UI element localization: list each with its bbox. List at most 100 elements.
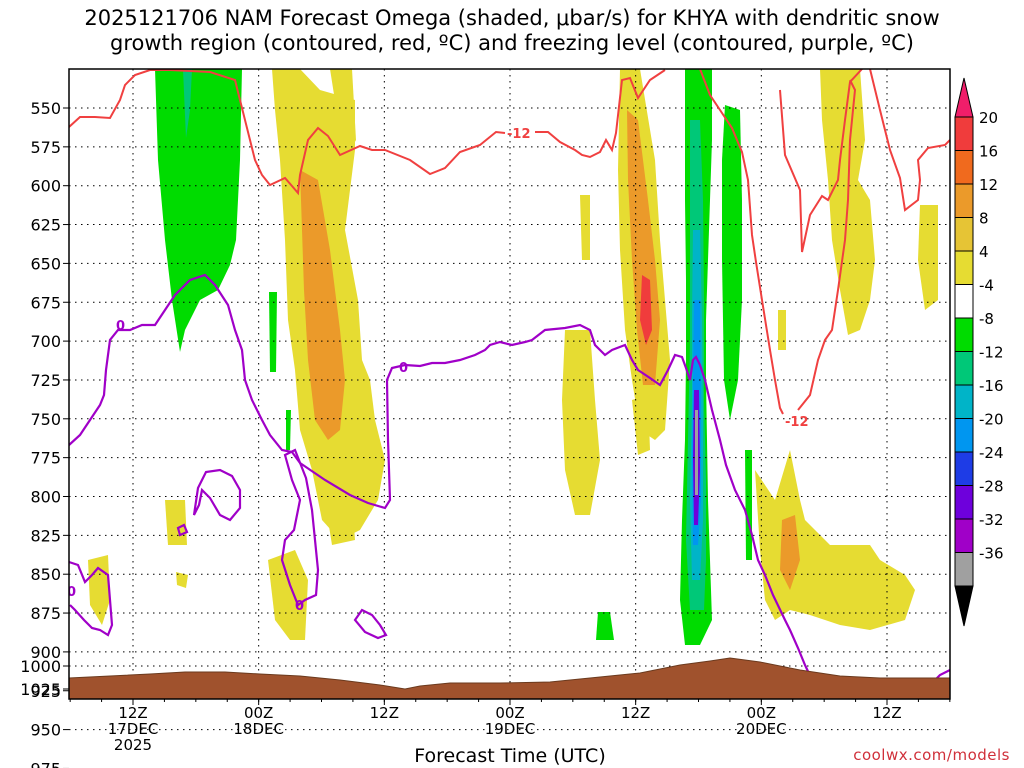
contour-label-minus12-a: -12 [507, 127, 531, 142]
contour-minus12-right4 [869, 69, 950, 212]
contour-minus12-right3 [797, 79, 857, 411]
x-tick-label: 17DEC [108, 720, 159, 738]
colorbar-segment [954, 250, 974, 285]
colorbar-label: 4 [979, 243, 989, 261]
colorbar-segment [954, 150, 974, 185]
x-tick-label: 12Z [118, 704, 147, 722]
omega-region-grey-1 [695, 410, 698, 495]
omega-region-yellow-12 [755, 450, 915, 630]
colorbar-label: -16 [979, 377, 1004, 395]
colorbar-label: -32 [979, 511, 1004, 529]
colorbar-segment [954, 384, 974, 419]
omega-region-green-3 [286, 410, 291, 450]
y-tick-label: 775 [30, 449, 61, 468]
colorbar-segment [954, 183, 974, 218]
colorbar-segment [954, 217, 974, 252]
y-tick-label: 975 [30, 759, 61, 768]
colorbar-segment [954, 518, 974, 553]
contour-label-0-b: 0 [399, 361, 408, 376]
x-tick-label: 19DEC [485, 720, 536, 738]
y-tick-label: 900 [30, 643, 61, 662]
contours: -12 -12 0 0 0 0 [67, 69, 950, 699]
y-tick-label: 800 [30, 488, 61, 507]
y-tick-label: 950 [30, 721, 61, 740]
colorbar-label: 20 [979, 109, 998, 127]
x-tick-label: 12Z [872, 704, 901, 722]
colorbar-segment [954, 351, 974, 386]
contour-minus12-mid [535, 69, 666, 159]
omega-region-green-8 [745, 450, 752, 560]
contour-freezing-left-blob [192, 468, 242, 522]
omega-region-orange-1 [300, 170, 345, 440]
contour-freezing-left-small [176, 523, 189, 537]
omega-region-green-left [155, 69, 242, 352]
y-tick-label: 575 [30, 138, 61, 157]
omega-region-orange-3 [780, 515, 800, 590]
terrain-ground [69, 657, 950, 699]
colorbar-segment [954, 485, 974, 520]
omega-region-yellow-7 [176, 572, 188, 588]
colorbar-top-arrow [954, 77, 974, 118]
colorbar-label: -24 [979, 444, 1004, 462]
x-tick-label: 20DEC [736, 720, 787, 738]
colorbar-segment [954, 116, 974, 151]
x-tick-label: 00Z [747, 704, 776, 722]
contour-minus12-left [69, 69, 506, 196]
colorbar-segment [954, 284, 974, 319]
y-tick-label: 550 [30, 99, 61, 118]
colorbar-label: -8 [979, 310, 994, 328]
credit-text: coolwx.com/models [853, 746, 1010, 764]
contour-label-0-a: 0 [116, 319, 125, 334]
colorbar-label: 8 [979, 210, 989, 228]
x-tick-label: 12Z [621, 704, 650, 722]
colorbar-bottom-arrow [954, 585, 974, 627]
omega-region-yellow-14 [918, 205, 938, 310]
y-tick-label: 750 [30, 410, 61, 429]
omega-region-yellow-4 [320, 470, 355, 545]
colorbar-label: -12 [979, 344, 1004, 362]
chart-title-line1: 2025121706 NAM Forecast Omega (shaded, μ… [84, 6, 940, 30]
omega-shading [88, 69, 938, 645]
contour-label-0-d: 0 [67, 585, 76, 600]
omega-region-yellow-2 [330, 69, 356, 160]
y-tick-label: 700 [30, 332, 61, 351]
omega-region-green-2 [269, 292, 277, 372]
y-axis: 550 575 600 625 650 675 700 725 750 775 800 825 850 8… [20, 99, 69, 768]
colorbar-segment [954, 317, 974, 352]
colorbar-label: 16 [979, 143, 998, 161]
x-axis-title: Forecast Time (UTC) [414, 745, 606, 767]
omega-region-yellow-5 [165, 500, 187, 545]
colorbar: 20 16 12 8 4 -4 -8 -12 -16 -20 -24 -28 -32 -36 [954, 77, 1004, 627]
colorbar-label: -28 [979, 478, 1004, 496]
x-tick-label: 18DEC [233, 720, 284, 738]
omega-region-green-4 [596, 612, 614, 640]
y-tick-label: 925 [30, 682, 61, 701]
x-tick-label: 12Z [370, 704, 399, 722]
colorbar-segment [954, 418, 974, 453]
colorbar-label: 12 [979, 176, 998, 194]
contour-freezing-main [69, 273, 822, 699]
y-tick-label: 725 [30, 371, 61, 390]
chart-title-line2: growth region (contoured, red, ºC) and f… [110, 31, 914, 55]
colorbar-label: -36 [979, 545, 1004, 563]
y-tick-label: 650 [30, 254, 61, 273]
x-tick-label: 00Z [495, 704, 524, 722]
chart-title: 2025121706 NAM Forecast Omega (shaded, μ… [0, 6, 1024, 56]
y-tick-label: 875 [30, 604, 61, 623]
x-tick-label: 00Z [244, 704, 273, 722]
y-tick-label: 825 [30, 526, 61, 545]
y-tick-label: 675 [30, 293, 61, 312]
colorbar-segment [954, 552, 974, 587]
omega-region-yellow-3 [268, 550, 308, 640]
x-tick-label: 2025 [114, 736, 152, 754]
omega-region-orange-2 [627, 110, 660, 385]
y-tick-label: 625 [30, 216, 61, 235]
contour-label-0-c: 0 [295, 599, 304, 614]
colorbar-label: -4 [979, 277, 994, 295]
omega-region-yellow-11 [632, 395, 650, 455]
omega-region-red-1 [640, 275, 652, 345]
omega-region-yellow-8 [562, 330, 600, 515]
contour-minus12-right2 [779, 69, 863, 253]
y-tick-label: 850 [30, 565, 61, 584]
